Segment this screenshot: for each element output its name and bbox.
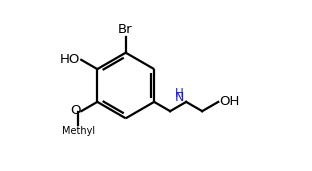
Text: HO: HO (60, 53, 80, 66)
Text: Br: Br (118, 23, 132, 36)
Text: H: H (175, 87, 183, 100)
Text: Methyl: Methyl (62, 126, 95, 136)
Text: O: O (70, 104, 80, 117)
Text: N: N (174, 91, 184, 104)
Text: OH: OH (220, 95, 240, 108)
